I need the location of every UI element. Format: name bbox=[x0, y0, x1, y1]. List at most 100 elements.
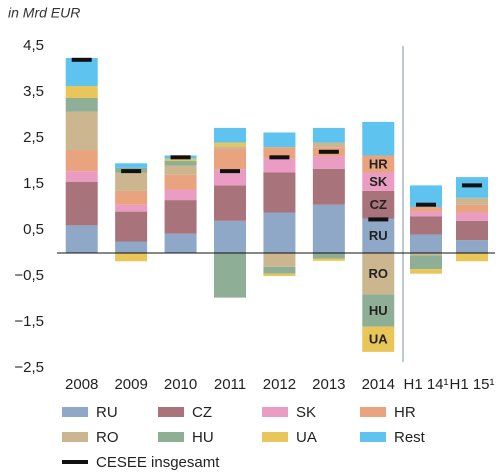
legend-label: CESEE insgesamt bbox=[96, 454, 220, 471]
y-tick-label: 0,5 bbox=[23, 221, 44, 238]
bar-segment bbox=[65, 86, 98, 98]
bar-segment bbox=[65, 149, 98, 172]
bar-segment bbox=[410, 207, 442, 212]
bar-segment bbox=[214, 169, 246, 186]
bar-segment bbox=[65, 111, 98, 150]
y-tick-label: −1,5 bbox=[14, 313, 44, 330]
bar-segment bbox=[410, 211, 442, 217]
legend-swatch bbox=[62, 432, 88, 442]
bar-segment bbox=[115, 204, 148, 212]
legend-swatch bbox=[158, 432, 184, 442]
bar-segment bbox=[312, 204, 345, 253]
y-tick-label: 1,5 bbox=[23, 175, 44, 192]
bar-segment bbox=[410, 234, 442, 253]
total-marker bbox=[318, 149, 339, 154]
bar-segment bbox=[362, 218, 395, 253]
legend-swatch bbox=[62, 407, 88, 417]
bar-segment bbox=[312, 127, 345, 143]
total-marker bbox=[121, 169, 142, 174]
bar-segment bbox=[164, 233, 197, 253]
total-marker bbox=[220, 169, 240, 174]
bar-segment bbox=[263, 158, 296, 173]
bar-segment bbox=[410, 216, 442, 235]
bar-segment bbox=[214, 253, 246, 298]
bar-segment bbox=[65, 181, 98, 226]
bar-segment bbox=[115, 253, 148, 262]
legend-label: HR bbox=[394, 404, 416, 421]
bar-segment bbox=[115, 190, 148, 205]
legend-label: SK bbox=[296, 404, 316, 421]
bar-segment bbox=[164, 165, 197, 175]
bar-segment bbox=[214, 127, 246, 143]
bar-segment bbox=[312, 168, 345, 205]
bar-segment bbox=[362, 121, 395, 156]
segment-label: RU bbox=[369, 228, 388, 243]
total-marker bbox=[368, 217, 389, 222]
bar-segment bbox=[65, 225, 98, 253]
legend-swatch bbox=[360, 407, 386, 417]
bar-segment bbox=[410, 255, 442, 270]
y-tick-label: 2,5 bbox=[23, 129, 44, 146]
bar-segment bbox=[456, 204, 488, 213]
bar-segment bbox=[214, 146, 246, 150]
bar-segment bbox=[456, 177, 488, 198]
bar-segment bbox=[410, 253, 442, 256]
x-tick-label: 2011 bbox=[214, 376, 246, 393]
unit-label: in Mrd EUR bbox=[8, 5, 80, 21]
legend-swatch bbox=[262, 407, 288, 417]
x-tick-label: 2014 bbox=[362, 376, 395, 393]
bar-segment bbox=[456, 253, 488, 262]
x-tick-label: H1 14¹ bbox=[403, 376, 448, 393]
x-tick-label: 2009 bbox=[114, 376, 147, 393]
bar-segment bbox=[312, 142, 345, 148]
bar-segment bbox=[456, 240, 488, 253]
y-tick-label: 3,5 bbox=[23, 83, 44, 100]
segment-label: RO bbox=[369, 266, 389, 281]
bar-segment bbox=[65, 57, 98, 87]
bar-segment bbox=[263, 253, 296, 267]
legend-label: CZ bbox=[192, 404, 212, 421]
bar-segment bbox=[456, 220, 488, 241]
legend-label: UA bbox=[296, 429, 317, 446]
bar-segment bbox=[263, 273, 296, 276]
y-tick-label: −0,5 bbox=[14, 267, 44, 284]
bar-segment bbox=[164, 174, 197, 190]
bar-segment bbox=[312, 156, 345, 169]
bar-segment bbox=[362, 253, 395, 295]
total-marker bbox=[170, 155, 191, 160]
bar-segment bbox=[312, 258, 345, 261]
bar-segment bbox=[410, 185, 442, 207]
legend-label: RO bbox=[96, 429, 119, 446]
bar-segment bbox=[214, 220, 246, 253]
bar-segment bbox=[65, 171, 98, 182]
bar-segment bbox=[263, 212, 296, 253]
bar-segment bbox=[214, 149, 246, 170]
bar-segment bbox=[65, 97, 98, 112]
bar-segment bbox=[456, 212, 488, 221]
bar-segment bbox=[214, 185, 246, 221]
bar-segment bbox=[164, 158, 197, 161]
bar-segment bbox=[214, 142, 246, 147]
bar-segment bbox=[263, 147, 296, 159]
segment-label: UA bbox=[369, 332, 388, 347]
bar-segment bbox=[456, 197, 488, 205]
legend-swatch bbox=[62, 460, 88, 464]
legend-swatch bbox=[360, 432, 386, 442]
x-tick-label: 2012 bbox=[263, 376, 296, 393]
bar-segment bbox=[115, 172, 148, 191]
total-marker bbox=[462, 183, 482, 188]
bar-segment bbox=[362, 155, 395, 173]
bar-segment bbox=[164, 189, 197, 201]
x-tick-label: 2008 bbox=[65, 376, 98, 393]
bar-segment bbox=[362, 172, 395, 191]
total-marker bbox=[416, 202, 436, 207]
x-tick-label: 2010 bbox=[164, 376, 197, 393]
bar-segment bbox=[362, 326, 395, 352]
segment-label: CZ bbox=[370, 197, 387, 212]
y-tick-label: −2,5 bbox=[14, 359, 44, 376]
legend-swatch bbox=[158, 407, 184, 417]
bar-segment bbox=[164, 161, 197, 166]
bar-segment bbox=[312, 253, 345, 259]
segment-label: HR bbox=[369, 156, 388, 171]
